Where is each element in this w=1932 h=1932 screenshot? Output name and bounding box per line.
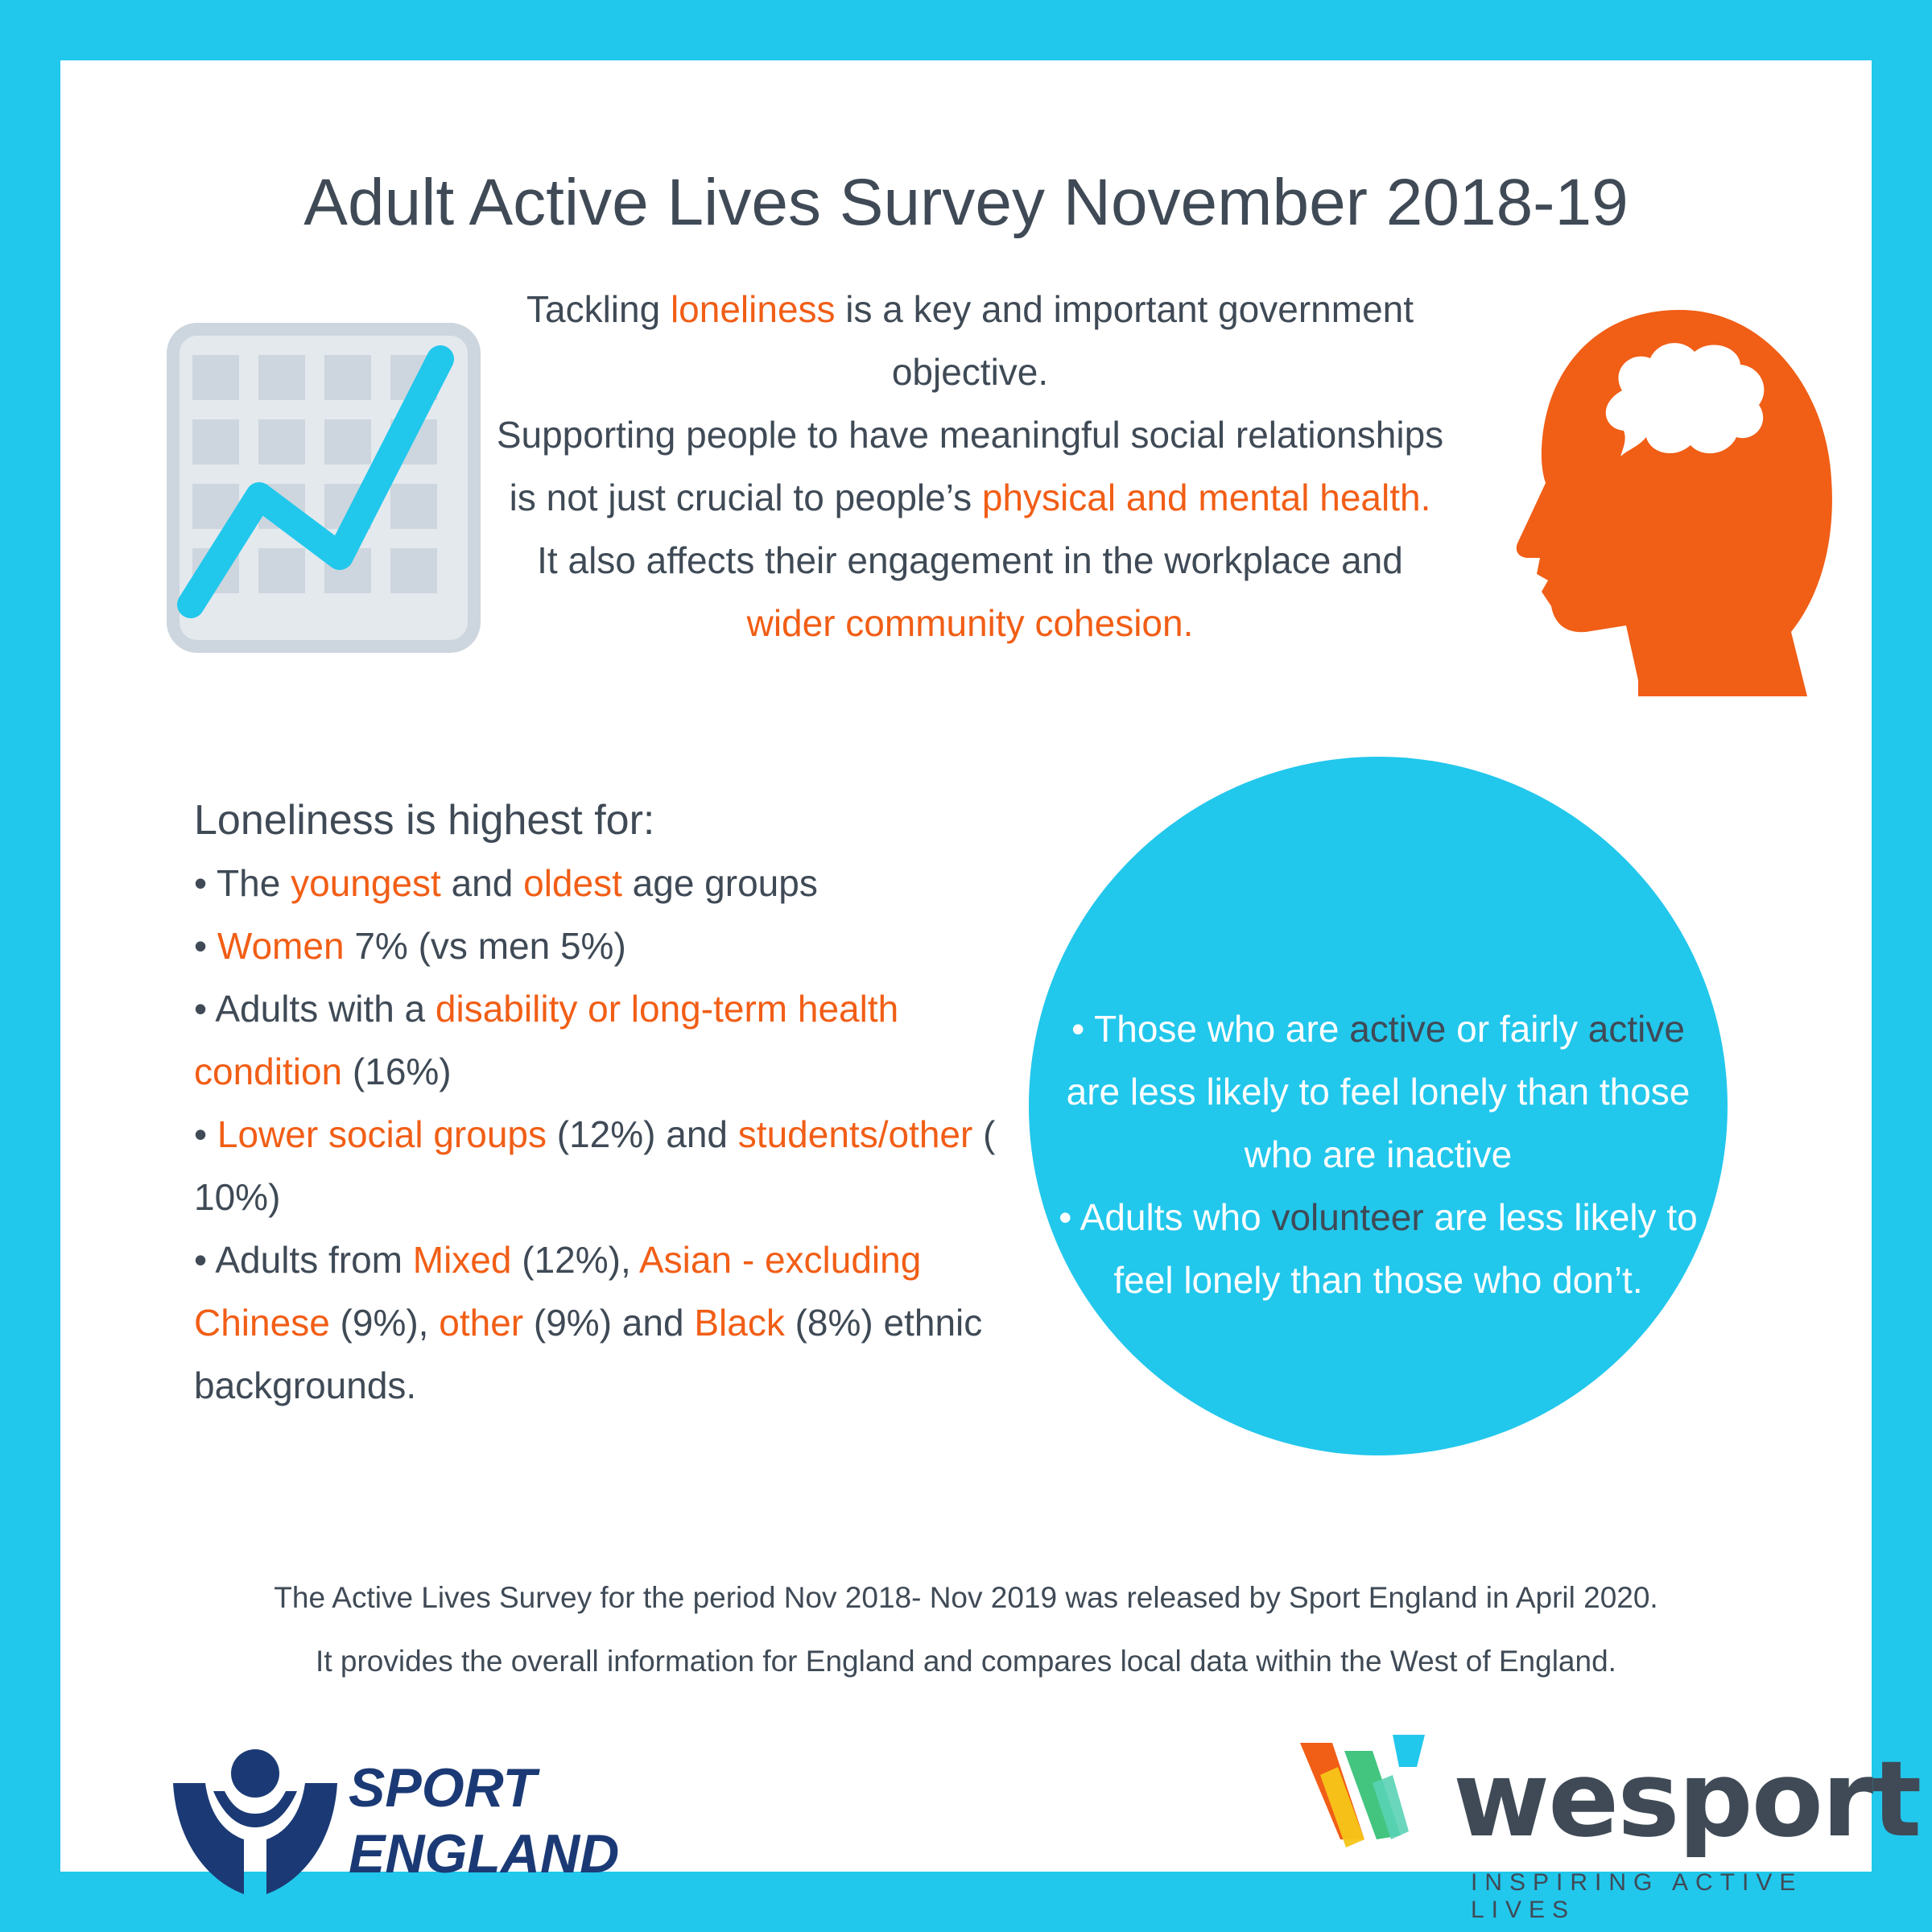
intro-text-span: Tackling <box>526 288 671 330</box>
list-text: (16%) <box>342 1051 452 1092</box>
list-highlight: Lower social groups <box>217 1113 547 1155</box>
active-highlight: active <box>1349 1008 1447 1050</box>
intro-text-span: It also affects their engagement in the … <box>537 539 1403 581</box>
list-highlight: Women <box>217 925 345 967</box>
list-text: • <box>194 1113 217 1155</box>
list-text: (9%) and <box>523 1302 695 1344</box>
list-highlight: students/other <box>737 1113 973 1155</box>
head-thought-icon <box>1516 309 1832 696</box>
footnote-line-1: The Active Lives Survey for the period N… <box>274 1581 1658 1614</box>
circle-paragraph-1: • Those who are active or fairly active … <box>1059 997 1698 1186</box>
list-text: 7% (vs men 5%) <box>344 925 626 967</box>
list-text: • Adults with a <box>194 988 436 1030</box>
list-highlight: oldest <box>523 862 622 904</box>
list-highlight: youngest <box>291 862 441 904</box>
footnote-line-2: It provides the overall information for … <box>316 1645 1616 1678</box>
activity-circle <box>1029 757 1728 1455</box>
list-item: • Lower social groups (12%) and students… <box>194 1103 999 1228</box>
active-highlight: active <box>1587 1008 1685 1050</box>
list-text: (12%) and <box>547 1113 738 1155</box>
intro-text-span: is a key and important government object… <box>835 288 1414 393</box>
list-item: • The youngest and oldest age groups <box>194 852 999 914</box>
list-text: (8%) ethnic backgrounds. <box>194 1302 983 1406</box>
list-text: ( 10%) <box>194 1113 996 1218</box>
list-item: • Adults with a disability or long-term … <box>194 977 999 1103</box>
wesport-tagline: INSPIRING ACTIVE LIVES <box>1471 1869 1803 1923</box>
list-text: (9%), <box>329 1302 440 1344</box>
health-highlight: physical and mental health. <box>981 477 1431 518</box>
list-text: age groups <box>621 862 818 904</box>
intro-paragraph-1: Tackling loneliness is a key and importa… <box>495 278 1445 403</box>
list-highlight: other <box>439 1302 524 1344</box>
source-footnote: The Active Lives Survey for the period N… <box>60 1566 1872 1693</box>
list-highlight: disability or long-term health condition <box>194 988 899 1092</box>
list-text: • The <box>194 862 291 904</box>
list-item: • Women 7% (vs men 5%) <box>194 914 999 977</box>
sport-england-line-2: ENGLAND <box>349 1823 620 1885</box>
intro-text: Tackling loneliness is a key and importa… <box>495 278 1445 654</box>
circle-text-span: are less likely to feel lonely than thos… <box>1113 1196 1698 1301</box>
circle-text-span: or fairly <box>1446 1008 1588 1050</box>
list-heading: Loneliness is highest for: <box>194 797 655 844</box>
circle-text-span: are less likely to feel lonely than thos… <box>1066 1071 1690 1175</box>
list-highlight: Mixed <box>412 1239 512 1281</box>
wesport-wordmark: wesport <box>1453 1738 1922 1860</box>
list-text: and <box>440 862 524 904</box>
sport-england-figure-icon <box>173 1749 337 1894</box>
list-item: • Adults from Mixed (12%), Asian - exclu… <box>194 1228 999 1417</box>
wesport-w-icon <box>1300 1735 1425 1847</box>
page-title: Adult Active Lives Survey November 2018-… <box>303 166 1629 239</box>
list-text: • <box>194 925 217 967</box>
infographic-card: Adult Active Lives Survey November 2018-… <box>60 60 1922 1923</box>
activity-circle-text: • Those who are active or fairly active … <box>1059 997 1698 1311</box>
list-highlight: Asian - excluding Chinese <box>194 1239 922 1344</box>
circle-paragraph-2: • Adults who volunteer are less likely t… <box>1059 1186 1698 1311</box>
sport-england-wordmark: SPORT ENGLAND <box>349 1755 619 1887</box>
sport-england-line-1: SPORT <box>349 1757 537 1818</box>
list-text: (12%), <box>511 1239 639 1281</box>
intro-paragraph-2: Supporting people to have meaningful soc… <box>495 403 1445 654</box>
line-chart-icon <box>167 323 481 653</box>
loneliness-highlight: loneliness <box>670 288 836 330</box>
cohesion-highlight: wider community cohesion. <box>746 602 1194 644</box>
loneliness-list: Loneliness is highest for: • The younges… <box>194 789 999 1417</box>
list-highlight: Black <box>694 1302 785 1344</box>
intro-text-span: Supporting people to have meaningful soc… <box>496 414 1444 518</box>
volunteer-highlight: volunteer <box>1271 1196 1424 1238</box>
circle-text-span: • Those who are <box>1071 1008 1350 1050</box>
circle-text-span: • Adults who <box>1059 1196 1272 1238</box>
list-text: • Adults from <box>194 1239 413 1281</box>
